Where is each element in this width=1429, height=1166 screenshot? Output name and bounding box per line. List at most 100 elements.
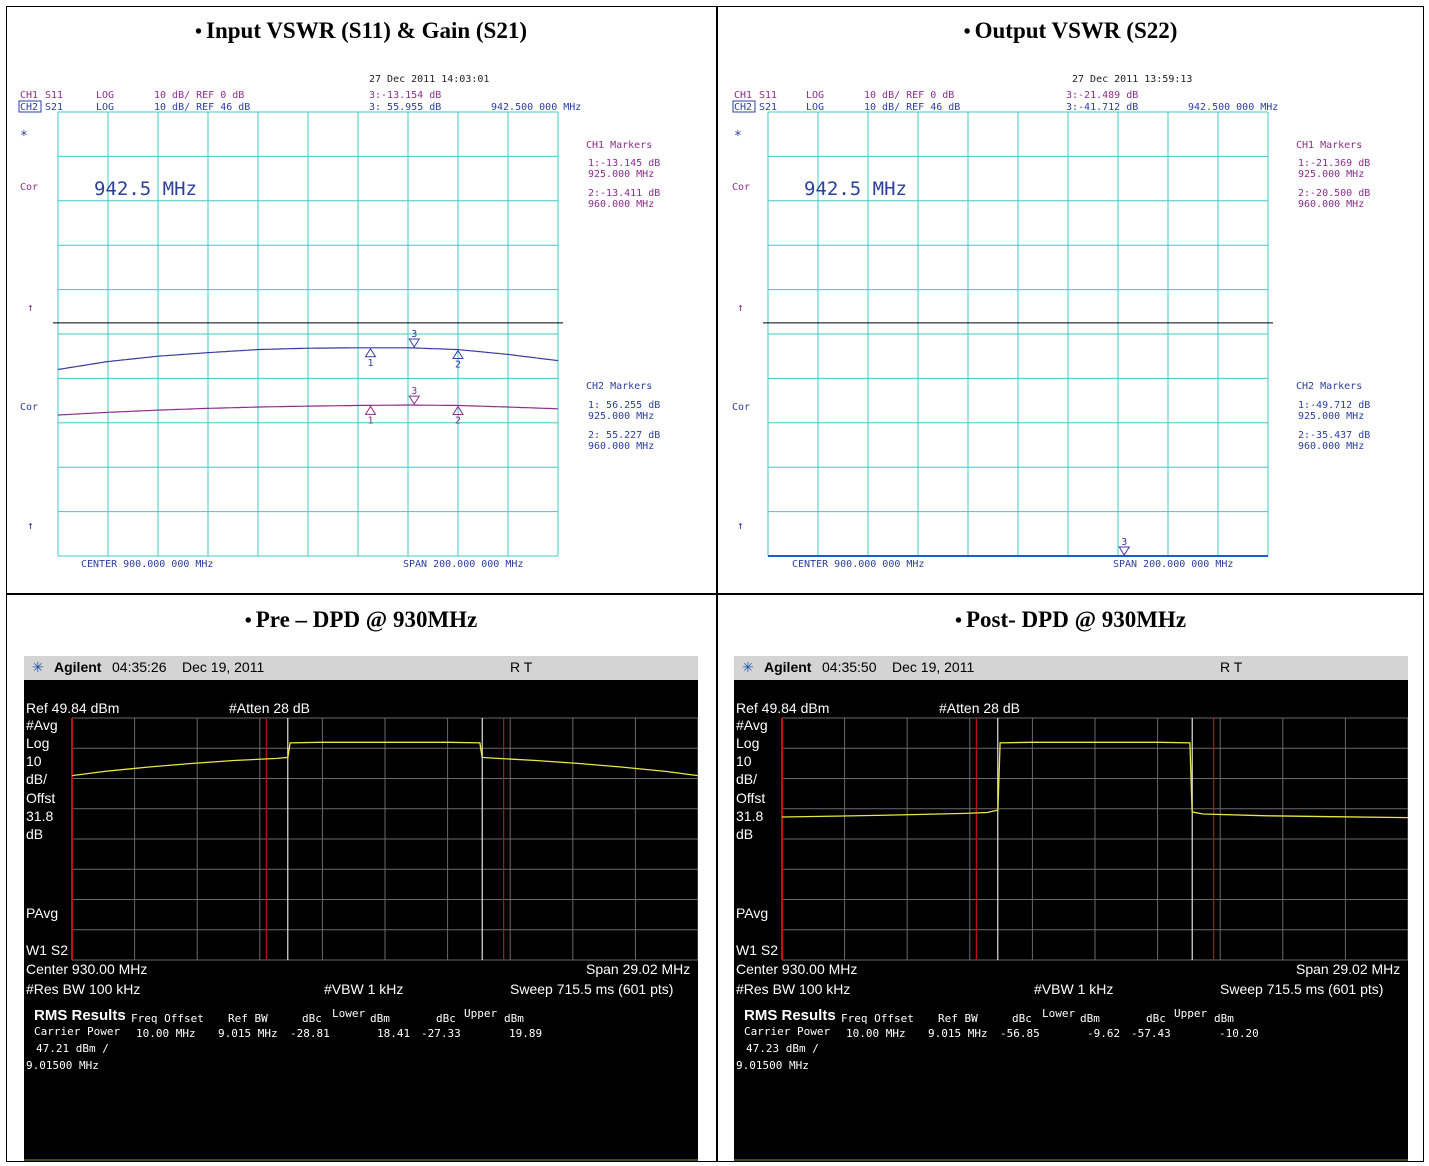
hdr-upper: Upper [464, 1007, 498, 1020]
marker3-ch1-readout: 3:-13.154 dB [369, 90, 441, 101]
side-avg: #Avg [736, 717, 768, 733]
na-right-grid [767, 111, 1269, 557]
side-offset-value: 31.8 [26, 808, 54, 824]
agilent-logo-icon: ✳ [32, 659, 44, 675]
marker3-frequency: 942.500 000 MHz [491, 102, 581, 113]
ch1-marker1-freq: 925.000 MHz [1298, 169, 1364, 180]
ch1-ref-arrow-icon: ↑ [27, 301, 34, 314]
network-analyzer-right: 27 Dec 2011 13:59:13 CH1 S11 LOG 10 dB/ … [732, 74, 1370, 570]
ch2-label: CH2 [20, 102, 38, 113]
upper-dbc-value: -27.33 [421, 1027, 461, 1040]
marker3-ch2-readout: 3:-41.712 dB [1066, 102, 1138, 113]
side-db-per: dB/ [26, 771, 48, 787]
sa-title-bar: ✳ Agilent 04:35:50 Dec 19, 2011 R T [734, 656, 1408, 680]
freq-offset-value: 10.00 MHz [846, 1027, 906, 1040]
s21-marker-2-label: 2 [455, 415, 461, 426]
ch2-marker1-value: 1: 56.255 dB [588, 400, 660, 411]
panel-title-input-vswr: • Input VSWR (S11) & Gain (S21) [194, 18, 528, 43]
side-offst: Offst [26, 790, 56, 806]
ch2-format: LOG [96, 102, 114, 113]
ch2-marker2-value: 2: 55.227 dB [588, 430, 660, 441]
spectrum-analyzer-left: ✳ Agilent 04:35:26 Dec 19, 2011 R T Ref … [24, 656, 698, 1161]
side-10: 10 [736, 753, 752, 769]
upper-dbc-value: -57.43 [1131, 1027, 1171, 1040]
star-icon: * [20, 129, 28, 144]
freq-offset-value: 10.00 MHz [136, 1027, 196, 1040]
na-left-traces: 1 1 2 2 3 3 [53, 322, 563, 426]
hdr-dbm-lower: dBm [1080, 1012, 1100, 1025]
side-offst: Offst [736, 790, 766, 806]
hdr-dbm-lower: dBm [370, 1012, 390, 1025]
carrier-power-value: 47.23 dBm / [746, 1042, 819, 1055]
ch1-label: CH1 [20, 90, 38, 101]
ch1-marker2-freq: 960.000 MHz [588, 199, 654, 210]
hdr-dbc-lower: dBc [302, 1012, 322, 1025]
sweep: Sweep 715.5 ms (601 pts) [1220, 981, 1384, 997]
s21-marker-3 [1118, 546, 1131, 556]
vbw: #VBW 1 kHz [1034, 981, 1114, 997]
carrier-bandwidth: 9.01500 MHz [736, 1059, 809, 1072]
lower-dbc-value: -56.85 [1000, 1027, 1040, 1040]
ch2-markers-title: CH2 Markers [1296, 381, 1362, 392]
s21-marker-1 [364, 405, 377, 415]
res-bw: #Res BW 100 kHz [26, 981, 141, 997]
ch2-marker1-freq: 925.000 MHz [588, 411, 654, 422]
hdr-dbm-upper: dBm [504, 1012, 524, 1025]
na-datetime: 27 Dec 2011 13:59:13 [1072, 74, 1192, 85]
hdr-freq-offset: Freq Offset [131, 1012, 204, 1025]
attenuation: #Atten 28 dB [229, 700, 310, 716]
hdr-lower: Lower [1042, 1007, 1076, 1020]
span-frequency: SPAN 200.000 000 MHz [1113, 559, 1233, 570]
span-frequency: SPAN 200.000 000 MHz [403, 559, 523, 570]
hdr-dbc-lower: dBc [1012, 1012, 1032, 1025]
sweep: Sweep 715.5 ms (601 pts) [510, 981, 674, 997]
ch2-marker2-value: 2:-35.437 dB [1298, 430, 1370, 441]
ch2-format: LOG [806, 102, 824, 113]
ch2-marker1-freq: 925.000 MHz [1298, 411, 1364, 422]
side-db-per: dB/ [736, 771, 758, 787]
time: 04:35:50 [822, 659, 877, 675]
ch1-cor-label: Cor [732, 182, 750, 193]
hdr-freq-offset: Freq Offset [841, 1012, 914, 1025]
ch1-scale: 10 dB/ REF 0 dB [154, 90, 244, 101]
ch1-param: S11 [45, 90, 63, 101]
side-10: 10 [26, 753, 42, 769]
na-right-traces: 1233 [763, 322, 1273, 557]
s21-marker-3 [408, 395, 421, 406]
brand: Agilent [764, 659, 812, 675]
spectrum-analyzer-right: ✳ Agilent 04:35:50 Dec 19, 2011 R T Ref … [734, 656, 1408, 1161]
carrier-power-value: 47.21 dBm / [36, 1042, 109, 1055]
side-avg: #Avg [26, 717, 58, 733]
ch1-format: LOG [96, 90, 114, 101]
star-icon: * [734, 129, 742, 144]
ref-level: Ref 49.84 dBm [26, 700, 120, 716]
ch1-marker1-freq: 925.000 MHz [588, 169, 654, 180]
ch1-scale: 10 dB/ REF 0 dB [864, 90, 954, 101]
s11-marker-3 [408, 338, 421, 348]
ch2-label: CH2 [734, 102, 752, 113]
s11-marker-3-label: 3 [411, 329, 417, 340]
na-datetime: 27 Dec 2011 14:03:01 [369, 74, 489, 85]
ch2-marker1-value: 1:-49.712 dB [1298, 400, 1370, 411]
mode: R T [1220, 659, 1243, 675]
hdr-ref-bw: Ref BW [938, 1012, 978, 1025]
panel-title-pre-dpd: • Pre – DPD @ 930MHz [244, 607, 478, 632]
ch1-marker2-value: 2:-13.411 dB [588, 188, 660, 199]
pavg-label: PAvg [736, 905, 769, 921]
ch1-cor-label: Cor [20, 182, 38, 193]
rms-results-label: RMS Results [744, 1007, 836, 1024]
hdr-dbm-upper: dBm [1214, 1012, 1234, 1025]
time: 04:35:26 [112, 659, 167, 675]
s21-marker-1-label: 1 [368, 415, 374, 426]
center-frequency: Center 930.00 MHz [736, 961, 858, 977]
ch2-param: S21 [759, 102, 777, 113]
ch2-marker2-freq: 960.000 MHz [588, 441, 654, 452]
mode: R T [510, 659, 533, 675]
hdr-upper: Upper [1174, 1007, 1208, 1020]
s21-marker-2 [452, 405, 464, 415]
side-offset-value: 31.8 [736, 808, 764, 824]
s21-marker-3-label: 3 [1121, 537, 1127, 548]
column-divider [716, 6, 718, 1162]
marker3-frequency: 942.500 000 MHz [1188, 102, 1278, 113]
na-left-grid [57, 111, 559, 557]
